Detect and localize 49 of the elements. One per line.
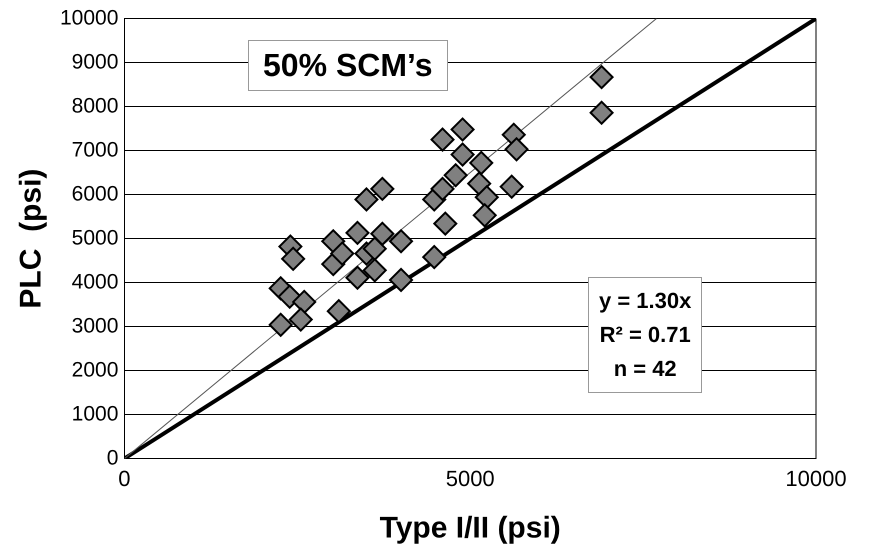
point [472,203,497,228]
point [362,258,387,282]
point [288,308,313,332]
x-tick-label: 5000 [446,466,495,491]
x-tick-label: 10000 [785,466,847,491]
y-tick-label: 3000 [72,314,118,338]
point [430,176,455,201]
point [326,299,351,324]
point [469,150,494,175]
y-tick-label: 5000 [72,226,118,250]
point [330,242,354,266]
y-tick-label: 4000 [72,270,118,294]
point [345,220,370,245]
y-tick-label: 1000 [72,402,118,426]
point [281,246,306,271]
point [433,212,458,236]
point [345,266,370,290]
point [370,222,394,246]
point [362,236,387,261]
point [467,172,492,196]
point [444,163,468,188]
point [474,185,499,210]
y-tick-label: 9000 [72,50,118,74]
point [292,290,316,314]
point [450,142,475,167]
y-axis-title: PLC (psi) [14,168,48,309]
y-tick-label: 10000 [60,6,118,30]
point [590,100,614,125]
point [590,65,614,90]
annotation: R² = 0.71 [599,321,692,349]
x-axis-title: Type I/II (psi) [380,511,561,544]
point [268,312,293,337]
y-tick-label: 7000 [72,138,118,162]
point [370,176,394,201]
y-tick-label: 2000 [72,358,118,382]
point [389,268,414,292]
y-tick-label: 0 [106,446,118,470]
y-tick-label: 6000 [72,182,118,206]
point [422,245,446,270]
point [504,137,529,162]
annotation: y = 1.30x [599,287,692,315]
annotation: n = 42 [612,355,678,383]
annotation: 50% SCM’s [248,40,448,91]
point [430,128,455,152]
point [389,229,414,254]
point [500,174,524,199]
point [354,187,378,212]
point [450,117,475,142]
y-tick-label: 8000 [72,94,118,118]
